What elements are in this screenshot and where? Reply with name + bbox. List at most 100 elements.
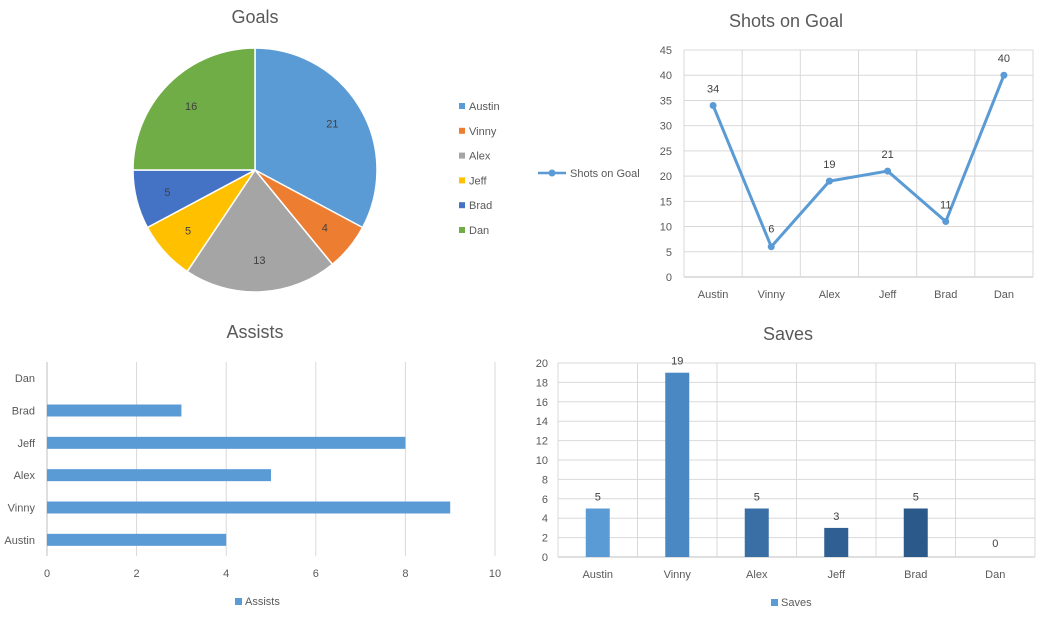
shots-legend-label: Shots on Goal xyxy=(570,168,640,180)
shots-legend: Shots on Goal xyxy=(538,168,640,180)
shots-point-vinny xyxy=(767,243,775,251)
saves-x-tick-jeff: Jeff xyxy=(827,569,845,581)
saves-x-tick-alex: Alex xyxy=(746,569,768,581)
shots-y-tick: 20 xyxy=(660,171,672,183)
assists-legend-swatch xyxy=(235,598,242,605)
saves-bar-vinny xyxy=(665,372,690,557)
shots-y-tick: 15 xyxy=(660,196,672,208)
shots-label-vinny: 6 xyxy=(768,224,774,236)
shots-series-line xyxy=(711,74,1006,249)
shots-point-brad xyxy=(942,218,950,226)
goals-legend-label-alex: Alex xyxy=(469,151,491,163)
shots-label-jeff: 21 xyxy=(881,149,893,161)
assists-y-tick-dan: Dan xyxy=(15,373,35,385)
saves-x-tick-dan: Dan xyxy=(985,569,1005,581)
shots-legend-marker xyxy=(548,169,556,177)
shots-y-tick: 10 xyxy=(660,222,672,234)
goals-slice-dan xyxy=(132,47,256,171)
assists-bar-alex xyxy=(47,469,271,482)
assists-x-tick: 10 xyxy=(489,568,501,580)
assists-x-tick: 6 xyxy=(313,568,319,580)
shots-y-tick: 5 xyxy=(666,247,672,259)
assists-bars xyxy=(47,404,451,546)
saves-legend: Saves xyxy=(771,597,812,609)
goals-legend-label-vinny: Vinny xyxy=(469,126,497,138)
saves-y-ticks: 0 2 4 6 8 10 12 14 16 18 20 xyxy=(536,358,548,564)
saves-legend-label: Saves xyxy=(781,597,812,609)
shots-x-tick-jeff: Jeff xyxy=(879,289,897,301)
shots-title: Shots on Goal xyxy=(729,11,843,31)
shots-x-tick-vinny: Vinny xyxy=(758,289,786,301)
shots-point-jeff xyxy=(884,167,892,175)
shots-label-alex: 19 xyxy=(823,159,835,171)
shots-chart: Shots on Goal 0 5 10 15 20 25 30 35 40 45 Austin V… xyxy=(538,11,1034,301)
shots-y-ticks: 0 5 10 15 20 25 30 35 40 45 xyxy=(660,45,672,284)
saves-label-alex: 5 xyxy=(754,492,760,504)
saves-chart: Saves 0 2 4 6 8 10 12 14 16 18 20 Austin Vinny Alex J… xyxy=(536,324,1036,609)
assists-bar-brad xyxy=(47,404,182,417)
shots-series xyxy=(709,71,1008,251)
goals-legend-swatch-dan xyxy=(459,227,465,233)
assists-y-tick-jeff: Jeff xyxy=(17,438,35,450)
saves-bars xyxy=(585,372,928,557)
shots-x-tick-austin: Austin xyxy=(698,289,729,301)
assists-legend-label: Assists xyxy=(245,596,280,608)
saves-bar-alex xyxy=(744,508,769,557)
shots-label-dan: 40 xyxy=(998,53,1010,65)
shots-data-labels: 34 6 19 21 11 40 xyxy=(707,53,1010,236)
shots-label-austin: 34 xyxy=(707,83,719,95)
assists-y-tick-alex: Alex xyxy=(14,470,36,482)
goals-legend-label-jeff: Jeff xyxy=(469,175,487,187)
saves-y-tick: 2 xyxy=(542,533,548,545)
goals-legend-swatch-austin xyxy=(459,103,465,109)
shots-gridlines xyxy=(683,49,1034,278)
assists-x-tick: 0 xyxy=(44,568,50,580)
goals-legend-label-dan: Dan xyxy=(469,225,489,237)
shots-y-tick: 25 xyxy=(660,146,672,158)
assists-bar-vinny xyxy=(47,501,451,514)
saves-y-tick: 0 xyxy=(542,552,548,564)
goals-label-jeff: 5 xyxy=(185,226,191,238)
saves-label-austin: 5 xyxy=(595,492,601,504)
saves-y-tick: 16 xyxy=(536,397,548,409)
assists-y-tick-vinny: Vinny xyxy=(8,503,36,515)
shots-x-tick-alex: Alex xyxy=(819,289,841,301)
saves-bar-brad xyxy=(903,508,928,557)
goals-label-dan: 16 xyxy=(185,101,197,113)
goals-title: Goals xyxy=(231,7,278,27)
saves-y-tick: 10 xyxy=(536,455,548,467)
goals-label-alex: 13 xyxy=(253,255,265,267)
assists-x-tick: 2 xyxy=(134,568,140,580)
shots-x-tick-dan: Dan xyxy=(994,289,1014,301)
saves-y-tick: 20 xyxy=(536,358,548,370)
shots-y-tick: 45 xyxy=(660,45,672,57)
saves-x-tick-austin: Austin xyxy=(582,569,613,581)
shots-label-brad: 11 xyxy=(940,200,951,212)
assists-y-tick-austin: Austin xyxy=(4,535,35,547)
saves-bar-jeff xyxy=(824,527,849,557)
saves-x-ticks: Austin Vinny Alex Jeff Brad Dan xyxy=(582,569,1005,581)
goals-label-vinny: 4 xyxy=(322,222,328,234)
assists-x-tick: 4 xyxy=(223,568,229,580)
saves-bar-austin xyxy=(585,508,610,557)
saves-y-tick: 4 xyxy=(542,513,548,525)
assists-chart: Assists 0 2 4 6 8 10 Austin Vinny Alex Jeff Brad D… xyxy=(4,322,501,608)
assists-y-ticks: Austin Vinny Alex Jeff Brad Dan xyxy=(4,373,36,547)
assists-bar-austin xyxy=(47,533,227,546)
saves-x-tick-brad: Brad xyxy=(904,569,927,581)
goals-legend-swatch-vinny xyxy=(459,127,465,134)
saves-y-tick: 12 xyxy=(536,436,548,448)
shots-point-alex xyxy=(825,177,833,185)
goals-legend-swatch-brad xyxy=(459,202,465,209)
goals-slices xyxy=(132,47,378,293)
assists-title: Assists xyxy=(226,322,283,342)
saves-gridlines xyxy=(557,362,1036,558)
saves-y-tick: 8 xyxy=(542,474,548,486)
saves-label-jeff: 3 xyxy=(833,511,839,523)
goals-label-austin: 21 xyxy=(326,119,338,131)
assists-x-ticks: 0 2 4 6 8 10 xyxy=(44,568,501,580)
goals-legend: Austin Vinny Alex Jeff Brad Dan xyxy=(459,101,500,237)
goals-label-brad: 5 xyxy=(164,187,170,199)
shots-point-dan xyxy=(1000,71,1008,79)
